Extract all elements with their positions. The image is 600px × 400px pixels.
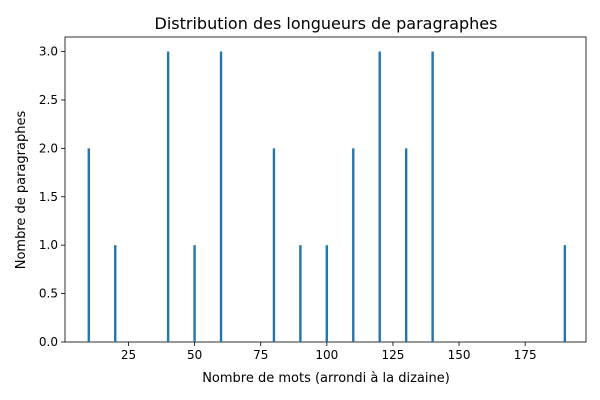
y-tick-label: 2.5 — [39, 93, 58, 107]
bar — [114, 245, 117, 342]
bar — [219, 51, 223, 343]
bar — [431, 51, 434, 343]
y-tick-label: 1.5 — [39, 190, 58, 204]
x-tick-label: 175 — [514, 348, 537, 362]
y-tick-label: 2.0 — [39, 141, 58, 155]
x-tick-label: 50 — [187, 348, 202, 362]
x-tick-label: 100 — [315, 348, 338, 362]
y-tick-label: 0.5 — [39, 287, 58, 301]
bar — [404, 148, 408, 342]
x-tick-label: 25 — [121, 348, 136, 362]
bar — [378, 51, 381, 343]
bar — [193, 245, 196, 342]
y-tick-label: 3.0 — [39, 45, 58, 59]
x-axis-ticks: 25 50 75 100 125 150 175 — [121, 342, 537, 362]
y-axis-ticks: 0.0 0.5 1.0 1.5 2.0 2.5 3.0 — [39, 45, 65, 349]
chart-title: Distribution des longueurs de paragraphe… — [155, 14, 498, 33]
x-tick-label: 75 — [253, 348, 268, 362]
bar — [325, 245, 329, 342]
bar — [352, 148, 355, 342]
x-tick-label: 125 — [381, 348, 404, 362]
y-tick-label: 0.0 — [39, 335, 58, 349]
plot-area-frame — [64, 36, 587, 343]
y-tick-label: 1.0 — [39, 238, 58, 252]
bar — [563, 245, 567, 342]
bar — [272, 148, 276, 342]
bar — [166, 51, 170, 343]
y-axis-label: Nombre de paragraphes — [14, 111, 29, 270]
x-tick-label: 150 — [448, 348, 471, 362]
x-axis-label: Nombre de mots (arrondi à la dizaine) — [202, 371, 450, 386]
bar — [299, 245, 302, 342]
bar — [87, 148, 90, 342]
bars-group — [87, 51, 567, 343]
